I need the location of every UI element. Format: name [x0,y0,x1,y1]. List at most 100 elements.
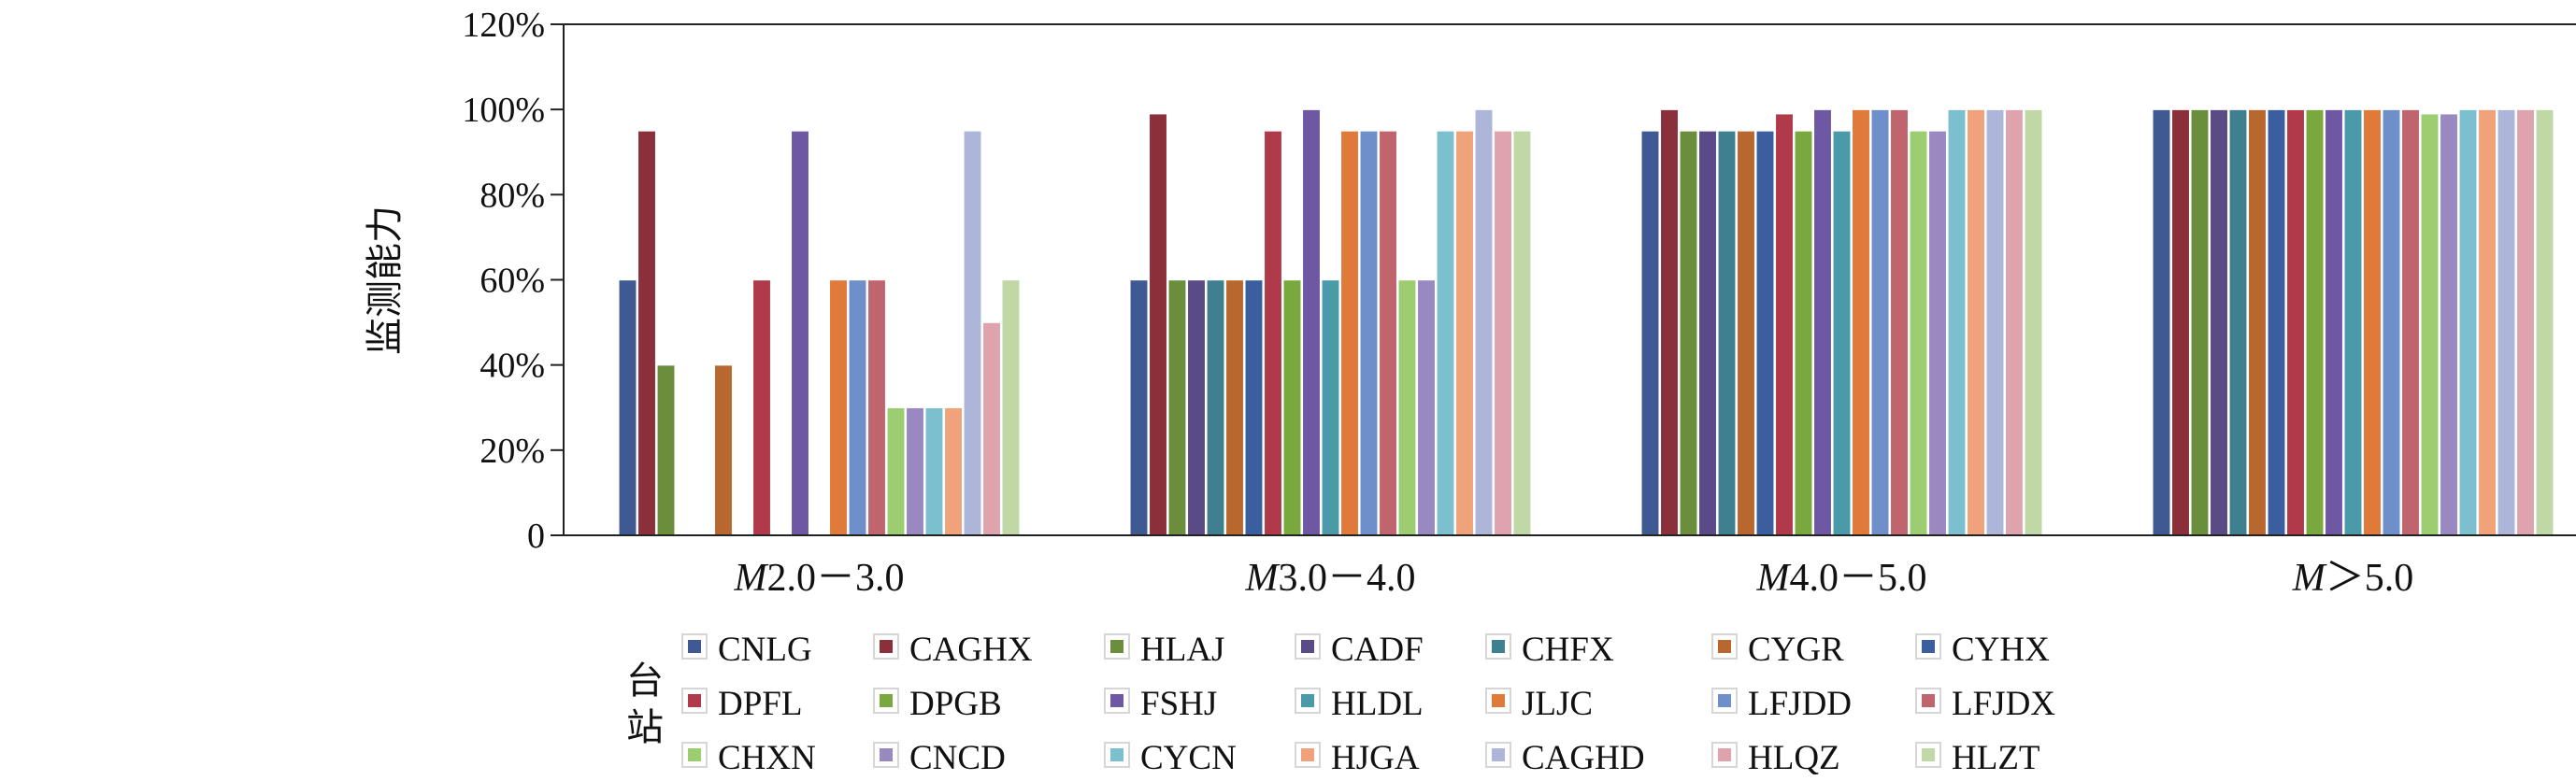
bar-cadf-2 [1186,278,1207,536]
legend-swatch-frame [681,633,708,660]
legend-label: FSHJ [1140,685,1217,723]
legend-swatch-frame [681,688,708,714]
bar-dpfl-3 [1774,113,1795,536]
bar-hlqz-1 [981,321,1002,536]
bar-jljc-3 [1851,108,1871,536]
bar-hlaj-1 [656,363,676,536]
bar-cygr-1 [713,363,734,536]
y-tick-label: 0 [527,517,545,556]
bar-lfjdx-2 [1378,130,1398,536]
bar-chxn-1 [886,406,906,536]
legend-swatch-frame [1711,688,1738,714]
legend-item-hlaj: HLAJ [1104,631,1224,669]
bar-cnlg-3 [1640,130,1660,536]
bar-lfjdx-1 [866,278,887,536]
legend-label: LFJDD [1748,685,1852,723]
bar-cncd-3 [1927,130,1948,536]
legend-title-char: 台 [626,660,664,703]
y-tick-label: 40% [479,347,545,386]
legend-swatch-frame [873,742,899,768]
bar-cadf-3 [1697,130,1718,536]
x-tick-label: M2.0－3.0 [733,557,904,600]
bar-caghx-1 [637,130,657,536]
legend-title: 台站 [626,660,664,749]
legend-swatch-frame [873,633,899,660]
legend-swatch [880,640,893,653]
legend-swatch-frame [1295,742,1321,768]
legend-item-dpfl: DPFL [681,685,802,723]
bar-dpgb-3 [1794,130,1813,536]
legend-swatch-frame [1711,742,1738,768]
legend-item-cnlg: CNLG [681,631,812,669]
legend-title-char: 站 [626,706,664,749]
legend-swatch-frame [1485,633,1511,660]
legend-label: CAGHD [1522,739,1645,777]
bar-lfjdx-3 [1889,108,1910,536]
legend: CNLG CAGHX HLAJ CADF CHFX CYGR CYHX DPFL DPGB FSH… [681,631,2055,777]
x-axis: M2.0－3.0 M3.0－4.0 M4.0－5.0 M＞5.0 [733,557,2413,600]
legend-swatch-frame [873,688,899,714]
bar-caghd-1 [963,130,982,536]
legend-item-hlzt: HLZT [1915,739,2040,777]
legend-label: CADF [1331,631,1424,669]
legend-item-cyhx: CYHX [1915,631,2050,669]
legend-item-lfjdx: LFJDX [1915,685,2055,723]
bar-hjga-4 [2477,108,2497,536]
legend-swatch [880,694,893,707]
legend-item-dpgb: DPGB [873,685,1002,723]
legend-swatch [1492,748,1505,761]
bar-hjga-2 [1454,130,1475,536]
bar-hlzt-1 [1001,278,1021,536]
bar-dpgb-4 [2305,108,2325,536]
legend-swatch [880,748,893,761]
legend-swatch [1718,748,1731,761]
bar-dpgb-2 [1282,278,1302,536]
bar-cyhx-2 [1244,278,1264,536]
legend-label: JLJC [1522,685,1593,723]
y-tick-label: 100% [462,91,545,130]
legend-item-hlqz: HLQZ [1711,739,1840,777]
x-tick-label: M4.0－5.0 [1755,557,1926,600]
bar-hlqz-2 [1493,130,1513,536]
bar-cncd-1 [905,406,925,536]
legend-swatch [688,694,701,707]
legend-label: CHFX [1522,631,1614,669]
y-axis-label: 监测能力 [364,206,407,355]
bar-dpfl-4 [2285,108,2306,536]
bar-fshj-2 [1301,108,1322,536]
bar-chfx-2 [1206,278,1225,536]
bar-hlaj-2 [1167,278,1187,536]
x-tick-label: M＞5.0 [2292,557,2414,600]
legend-swatch [1110,694,1123,707]
y-tick-label: 80% [479,176,545,215]
bar-hlqz-3 [2004,108,2025,536]
legend-item-cadf: CADF [1295,631,1424,669]
legend-label: HLDL [1331,685,1424,723]
legend-label: HLQZ [1748,739,1840,777]
bar-chxn-3 [1909,130,1928,536]
bar-lfjdd-4 [2382,108,2401,536]
legend-swatch [1718,694,1731,707]
bar-jljc-2 [1339,130,1360,536]
legend-swatch-frame [1295,688,1321,714]
legend-label: CAGHX [909,631,1033,669]
legend-swatch [1922,748,1935,761]
legend-item-caghd: CAGHD [1485,739,1645,777]
y-tick-label: 120% [462,6,545,45]
bar-lfjdd-2 [1359,130,1379,536]
bar-lfjdd-3 [1870,108,1890,536]
legend-label: HLAJ [1140,631,1224,669]
bar-cygr-2 [1224,278,1245,536]
bar-cycn-4 [2458,108,2478,536]
bar-cnlg-4 [2152,108,2171,536]
legend-item-hldl: HLDL [1295,685,1424,723]
legend-label: DPFL [718,685,802,723]
legend-swatch [1301,640,1314,653]
bar-lfjdx-4 [2400,108,2421,536]
bar-caghd-3 [1985,108,2005,536]
bar-fshj-1 [790,130,810,536]
bar-hlzt-3 [2024,108,2043,536]
legend-swatch-frame [681,742,708,768]
bar-jljc-4 [2362,108,2383,536]
